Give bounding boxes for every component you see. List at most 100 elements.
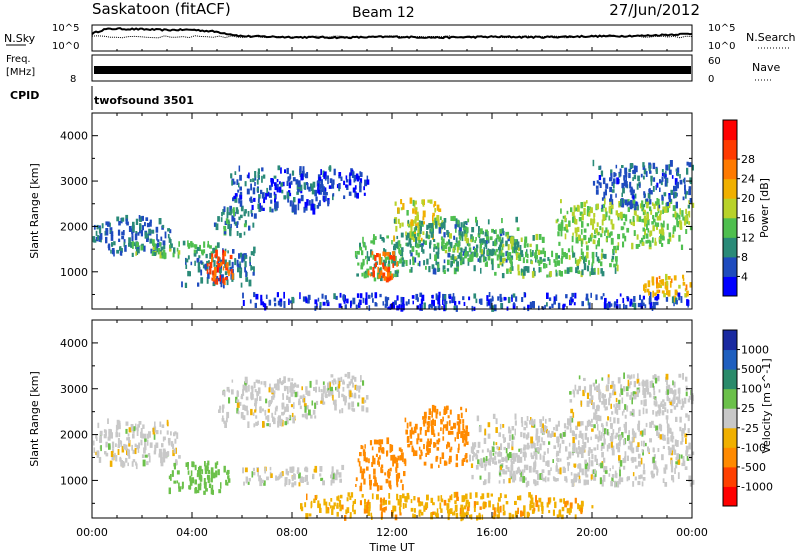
colorbar-tick-label: 100: [741, 383, 762, 396]
heat-cell: [402, 456, 404, 463]
heat-cell: [554, 501, 557, 509]
heat-cell: [447, 253, 451, 258]
heat-cell: [617, 242, 620, 247]
heat-cell: [532, 250, 534, 256]
xtick-label: 12:00: [376, 526, 408, 539]
heat-cell: [352, 382, 354, 388]
heat-cell: [421, 305, 423, 311]
heat-cell: [509, 452, 512, 459]
heat-cell: [348, 179, 352, 186]
heat-cell: [610, 384, 613, 389]
heat-cell: [478, 514, 481, 520]
heat-cell: [128, 437, 131, 444]
heat-cell: [308, 186, 311, 192]
heat-cell: [523, 444, 526, 449]
heat-cell: [499, 244, 502, 250]
heat-cell: [531, 261, 533, 265]
heat-cell: [404, 459, 407, 467]
heat-cell: [430, 497, 434, 503]
heat-cell: [536, 441, 539, 446]
heat-cell: [121, 231, 125, 236]
heat-cell: [365, 395, 369, 400]
heat-cell: [398, 249, 402, 255]
heat-cell: [446, 268, 450, 272]
heat-cell: [401, 261, 405, 267]
heat-cell: [206, 466, 209, 471]
heat-cell: [212, 275, 216, 281]
heat-cell: [608, 215, 611, 221]
heat-cell: [414, 207, 418, 211]
heat-cell: [359, 246, 363, 251]
heat-cell: [383, 248, 385, 255]
heat-cell: [278, 186, 282, 193]
heat-cell: [613, 417, 616, 424]
heat-cell: [222, 249, 225, 254]
beam-title: Beam 12: [352, 5, 415, 21]
heat-cell: [501, 263, 504, 267]
heat-cell: [604, 407, 607, 411]
heat-cell: [153, 434, 156, 440]
heat-cell: [118, 432, 121, 437]
heat-cell: [512, 476, 515, 483]
heat-cell: [569, 415, 573, 423]
heat-cell: [211, 253, 214, 259]
heat-cell: [262, 301, 265, 306]
heat-cell: [530, 436, 534, 444]
heat-cell: [116, 216, 120, 222]
heat-cell: [139, 218, 142, 222]
heat-cell: [521, 420, 524, 427]
heat-cell: [644, 283, 647, 289]
heat-cell: [475, 216, 478, 223]
heat-cell: [214, 462, 218, 469]
heat-cell: [287, 377, 291, 382]
heat-cell: [492, 413, 496, 419]
heat-cell: [133, 426, 136, 432]
heat-cell: [541, 505, 544, 511]
heat-cell: [349, 172, 352, 176]
heat-cell: [610, 169, 613, 176]
heat-cell: [156, 430, 159, 435]
heat-cell: [605, 430, 608, 435]
heat-cell: [645, 408, 648, 414]
heat-cell: [572, 216, 575, 223]
heat-cell: [396, 484, 399, 488]
heat-cell: [365, 407, 369, 413]
heat-cell: [324, 393, 327, 398]
heat-cell: [270, 387, 274, 393]
ytick-label: 2000: [60, 220, 88, 233]
heat-cell: [569, 391, 572, 395]
heat-cell: [613, 173, 617, 177]
heat-cell: [237, 410, 240, 415]
heat-cell: [239, 191, 243, 196]
heat-cell: [447, 509, 450, 514]
heat-cell: [432, 418, 434, 426]
heat-cell: [388, 275, 391, 282]
heat-cell: [252, 178, 255, 183]
heat-cell: [564, 501, 568, 508]
heat-cell: [396, 458, 398, 463]
heat-cell: [637, 373, 639, 380]
heat-cell: [610, 480, 613, 487]
heat-cell: [510, 255, 514, 260]
heat-cell: [160, 461, 164, 467]
heat-cell: [519, 456, 523, 463]
heat-cell: [499, 493, 502, 498]
heat-cell: [512, 452, 515, 459]
heat-cell: [665, 273, 668, 281]
heat-cell: [586, 400, 590, 407]
heat-cell: [562, 432, 566, 437]
heat-cell: [508, 426, 511, 434]
heat-cell: [666, 416, 668, 424]
heat-cell: [454, 500, 457, 504]
heat-cell: [256, 391, 260, 396]
heat-cell: [636, 392, 639, 398]
heat-cell: [249, 256, 251, 264]
heat-cell: [397, 207, 400, 214]
heat-cell: [662, 434, 666, 440]
heat-cell: [330, 480, 333, 486]
heat-cell: [436, 408, 439, 415]
heat-cell: [507, 256, 510, 261]
heat-cell: [626, 455, 629, 461]
heat-cell: [485, 456, 488, 461]
heat-cell: [588, 260, 590, 266]
